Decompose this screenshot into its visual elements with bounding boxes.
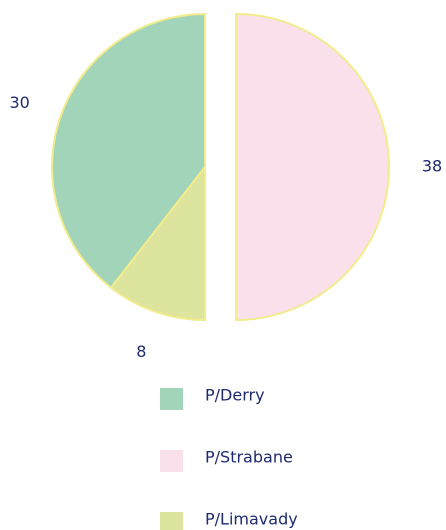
legend-label: P/Strabane [205, 448, 293, 467]
data-label: 38 [422, 157, 442, 176]
data-label: 8 [136, 342, 146, 361]
legend-label: P/Limavady [205, 510, 298, 529]
pie-slice [51, 12, 206, 290]
pie-slice [109, 164, 206, 322]
legend-label: P/Derry [205, 386, 265, 405]
legend-swatch [160, 388, 183, 410]
pie-slice [235, 12, 390, 322]
legend-swatch [160, 450, 183, 472]
data-label: 30 [9, 93, 29, 112]
legend-swatch [160, 512, 183, 530]
